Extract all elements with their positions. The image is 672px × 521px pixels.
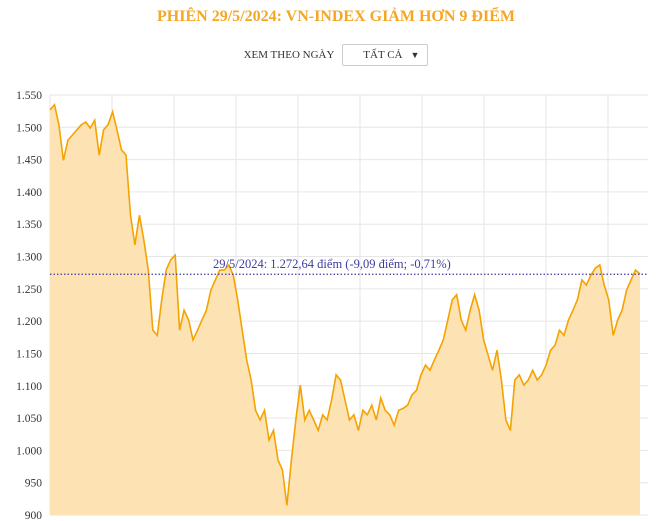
y-tick-label: 1.200 <box>16 316 42 328</box>
y-tick-label: 1.150 <box>16 348 42 360</box>
filter-label: XEM THEO NGÀY <box>243 49 335 61</box>
chart-title: PHIÊN 29/5/2024: VN-INDEX GIẢM HƠN 9 ĐIỂ… <box>157 8 515 25</box>
y-tick-label: 1.350 <box>16 219 42 231</box>
y-tick-label: 1.000 <box>16 445 42 457</box>
y-tick-label: 900 <box>25 510 43 521</box>
y-tick-label: 1.550 <box>16 90 42 102</box>
y-tick-label: 1.300 <box>16 252 42 264</box>
date-range-select[interactable]: TẤT CẢ ▼ <box>342 44 429 66</box>
reference-label: 29/5/2024: 1.272,64 điểm (-9,09 điểm; -0… <box>213 257 451 271</box>
y-tick-label: 1.250 <box>16 284 42 296</box>
series-line <box>49 102 641 506</box>
select-value: TẤT CẢ <box>363 49 403 61</box>
y-tick-label: 1.400 <box>16 187 42 199</box>
area-fill <box>50 104 640 515</box>
caret-down-icon: ▼ <box>410 50 420 60</box>
y-tick-label: 1.450 <box>16 155 42 167</box>
y-tick-label: 1.500 <box>16 122 42 134</box>
date-filter: XEM THEO NGÀY TẤT CẢ ▼ <box>0 44 672 66</box>
y-tick-label: 1.100 <box>16 381 42 393</box>
y-tick-label: 950 <box>25 478 43 490</box>
y-tick-label: 1.050 <box>16 413 42 425</box>
